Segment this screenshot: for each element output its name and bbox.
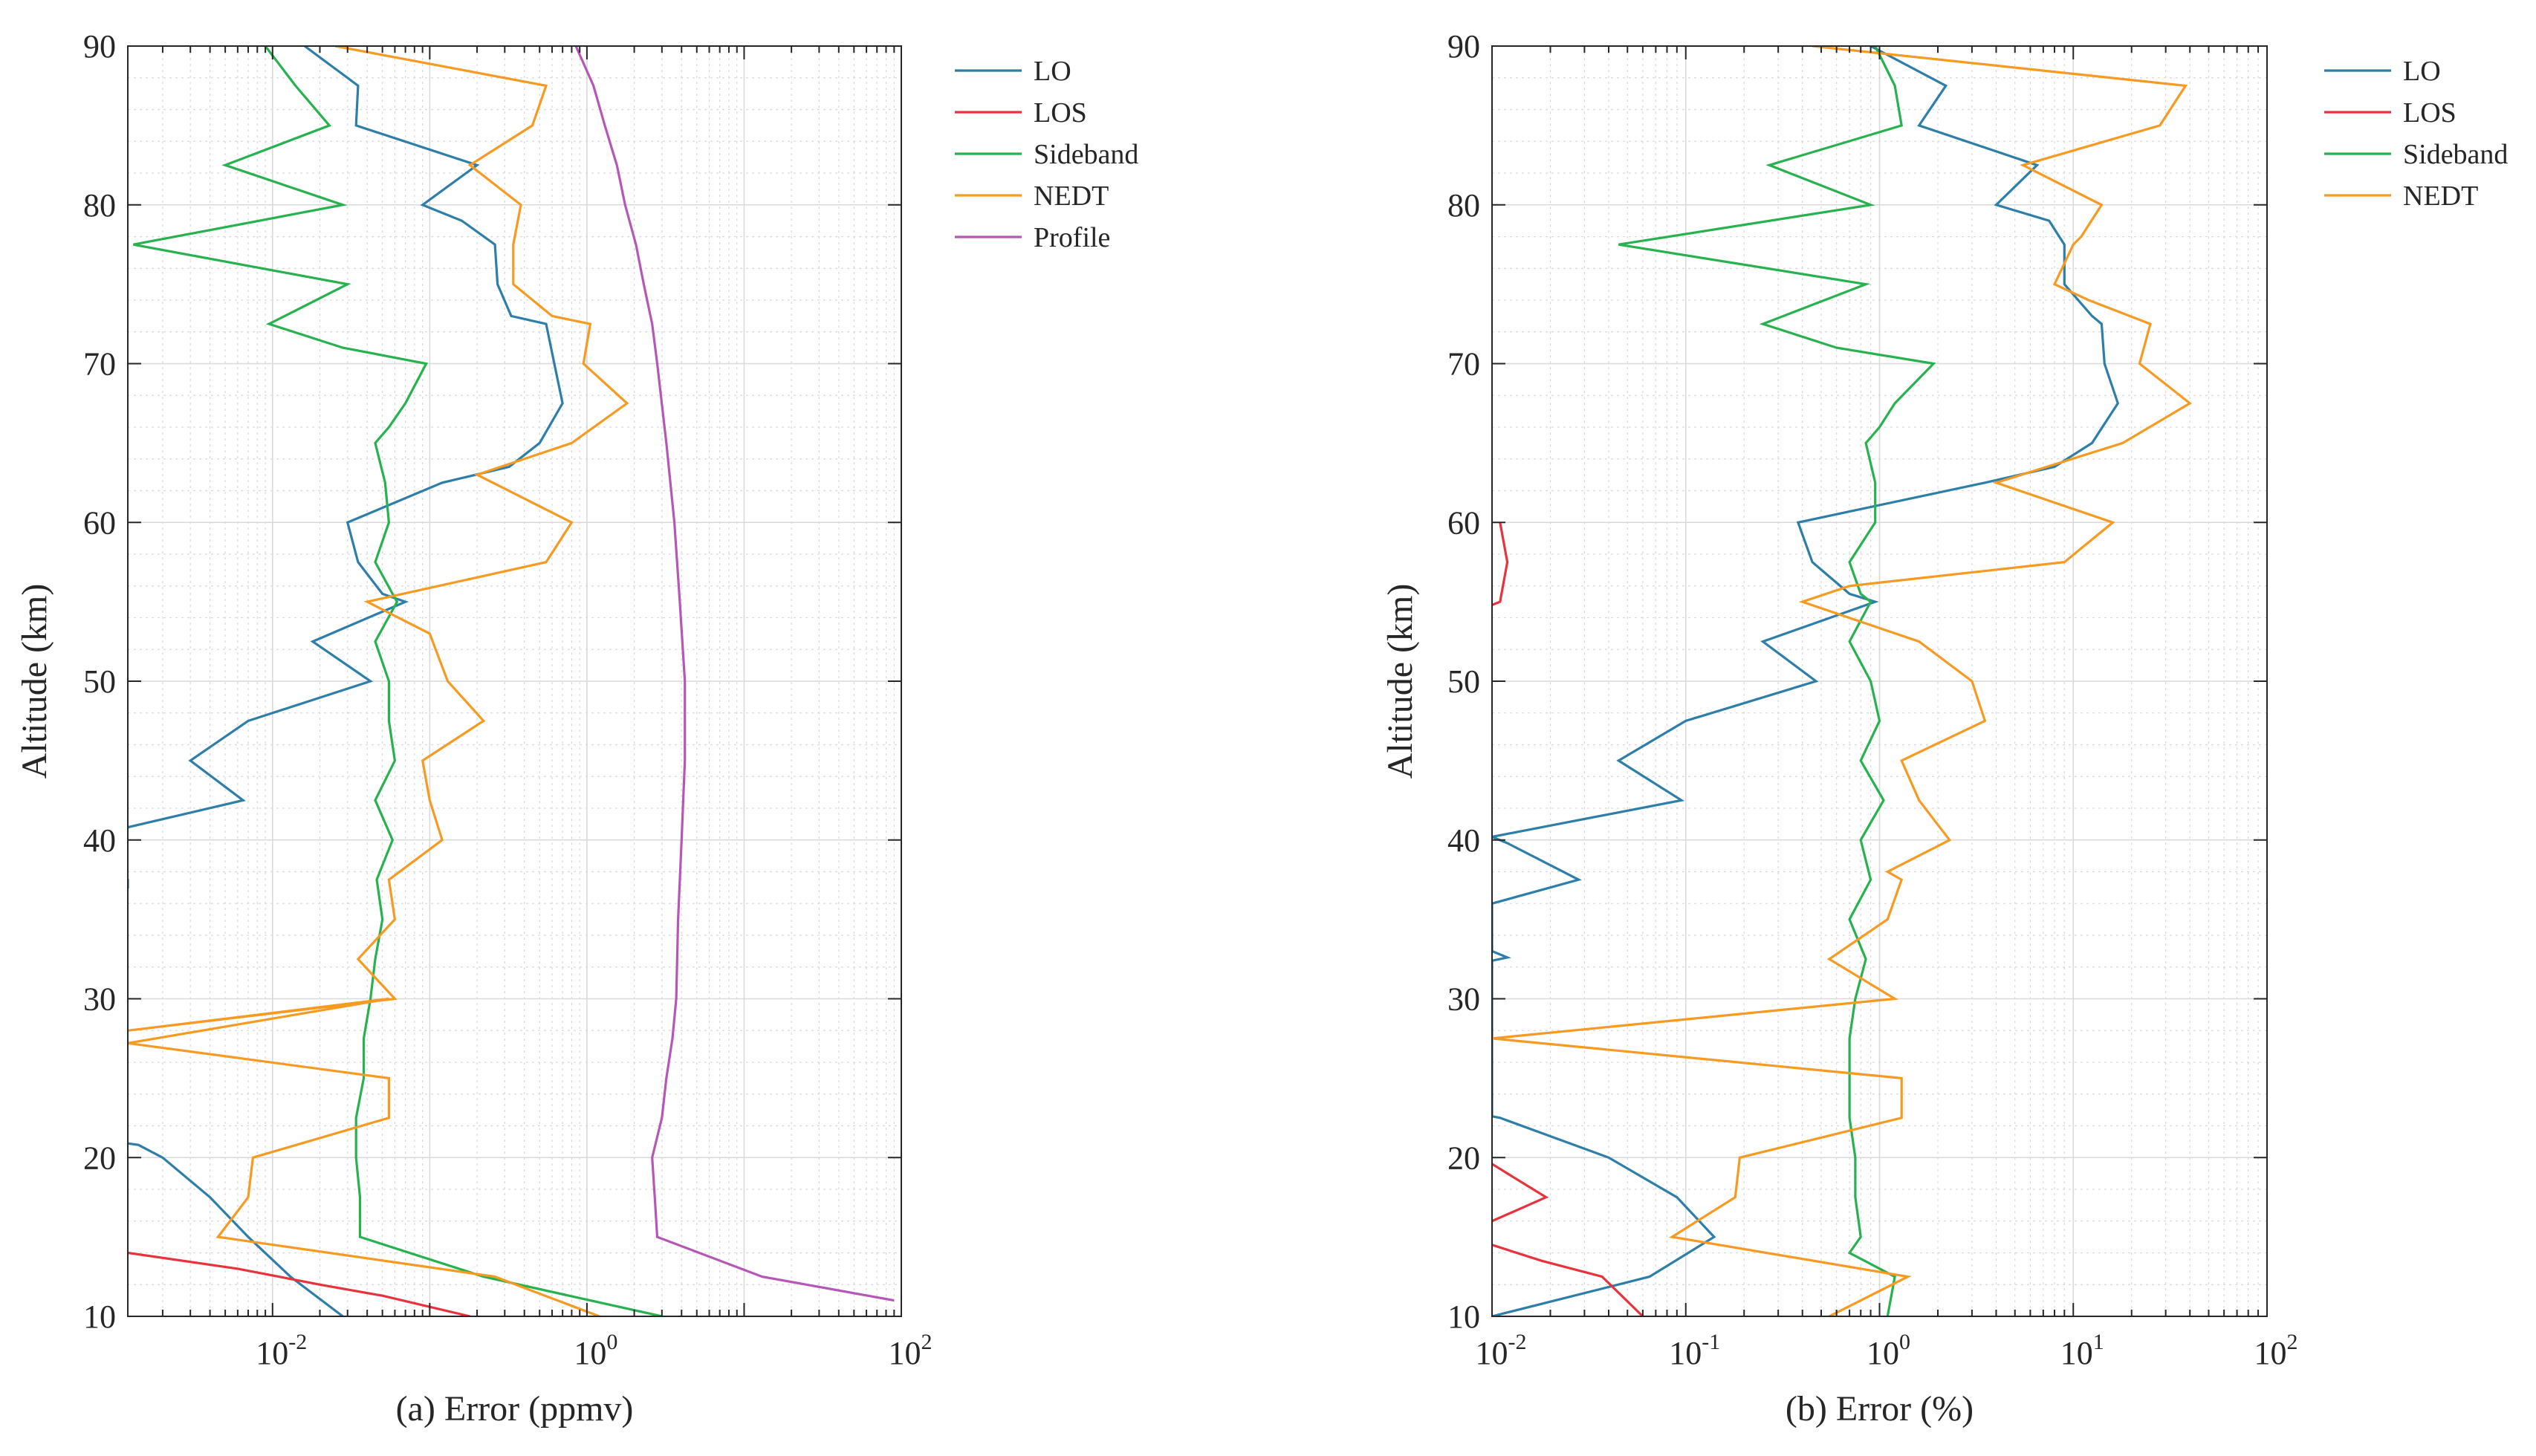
y-tick-label: 90 [1447, 28, 1480, 65]
y-tick-label: 70 [83, 346, 116, 383]
y-tick-label: 60 [83, 504, 116, 541]
x-tick-base: 10 [889, 1335, 921, 1371]
x-tick-label: 100 [1867, 1330, 1910, 1371]
series-line-profile [574, 46, 895, 1302]
x-tick-base: 10 [256, 1335, 288, 1371]
y-tick-label: 50 [83, 663, 116, 700]
y-tick-label: 10 [1447, 1299, 1480, 1335]
y-tick-label: 50 [1447, 663, 1480, 700]
series-line-lo [1492, 46, 2120, 1316]
axis-ticks [128, 45, 901, 1317]
legend-label-los: LOS [2403, 97, 2456, 129]
x-axis-label: (b) Error (%) [1786, 1389, 1974, 1429]
axis-ticks [1491, 45, 2267, 1317]
x-tick-base: 10 [2254, 1335, 2287, 1371]
x-tick-exponent: -2 [288, 1330, 307, 1354]
legend: LO LOS Sideband NEDT Profile [955, 56, 1138, 253]
y-axis-label: Altitude (km) [15, 584, 54, 779]
series-line-sideband [133, 46, 663, 1316]
x-tick-label: 102 [889, 1330, 933, 1371]
series-line-sideband [1618, 46, 1936, 1316]
x-tick-label: 102 [2254, 1330, 2298, 1371]
y-tick-label: 20 [83, 1140, 116, 1176]
y-tick-label: 30 [83, 981, 116, 1018]
y-tick-label: 20 [1447, 1140, 1480, 1176]
x-tick-exponent: -1 [1702, 1330, 1720, 1354]
y-axis-label: Altitude (km) [1381, 584, 1420, 779]
x-tick-label: 100 [574, 1330, 617, 1371]
x-tick-base: 10 [2060, 1335, 2093, 1371]
x-tick-base: 10 [1476, 1335, 1508, 1371]
x-tick-exponent: -2 [1508, 1330, 1527, 1354]
series-line-los [1492, 522, 1644, 1316]
x-tick-label: 10-2 [256, 1330, 307, 1371]
x-tick-base: 10 [574, 1335, 606, 1371]
y-tick-label: 70 [1447, 346, 1480, 383]
series-line-nedt [128, 46, 629, 1316]
y-tick-label: 10 [83, 1299, 116, 1335]
legend: LO LOS Sideband NEDT [2324, 56, 2508, 212]
series-group [1492, 46, 2193, 1316]
legend-label-nedt: NEDT [2403, 181, 2478, 212]
y-tick-label: 80 [83, 187, 116, 224]
x-tick-label: 10-2 [1476, 1330, 1527, 1371]
x-axis-label: (a) Error (ppmv) [396, 1389, 634, 1429]
y-tick-label: 40 [1447, 822, 1480, 859]
x-tick-exponent: 0 [606, 1330, 617, 1354]
series-line-nedt [1492, 46, 2193, 1316]
y-tick-label: 40 [83, 822, 116, 859]
legend-label-sideband: Sideband [2403, 139, 2508, 170]
legend-label-los: LOS [1034, 97, 1087, 129]
legend-label-lo: LO [2403, 56, 2441, 87]
legend-label-profile: Profile [1034, 222, 1110, 253]
legend-label-lo: LO [1034, 56, 1071, 87]
y-tick-label: 80 [1447, 187, 1480, 224]
y-tick-label: 30 [1447, 981, 1480, 1018]
x-tick-label: 10-1 [1669, 1330, 1720, 1371]
series-group [128, 46, 895, 1316]
series-line-los [128, 1251, 470, 1316]
x-tick-base: 10 [1867, 1335, 1899, 1371]
x-tick-exponent: 2 [921, 1330, 933, 1354]
legend-label-sideband: Sideband [1034, 139, 1138, 170]
x-tick-exponent: 2 [2287, 1330, 2298, 1354]
x-tick-exponent: 1 [2093, 1330, 2104, 1354]
y-tick-label: 60 [1447, 504, 1480, 541]
legend-label-nedt: NEDT [1034, 181, 1109, 212]
x-tick-label: 101 [2060, 1330, 2104, 1371]
y-tick-label: 90 [83, 28, 116, 65]
x-tick-base: 10 [1669, 1335, 1702, 1371]
x-tick-exponent: 0 [1899, 1330, 1910, 1354]
